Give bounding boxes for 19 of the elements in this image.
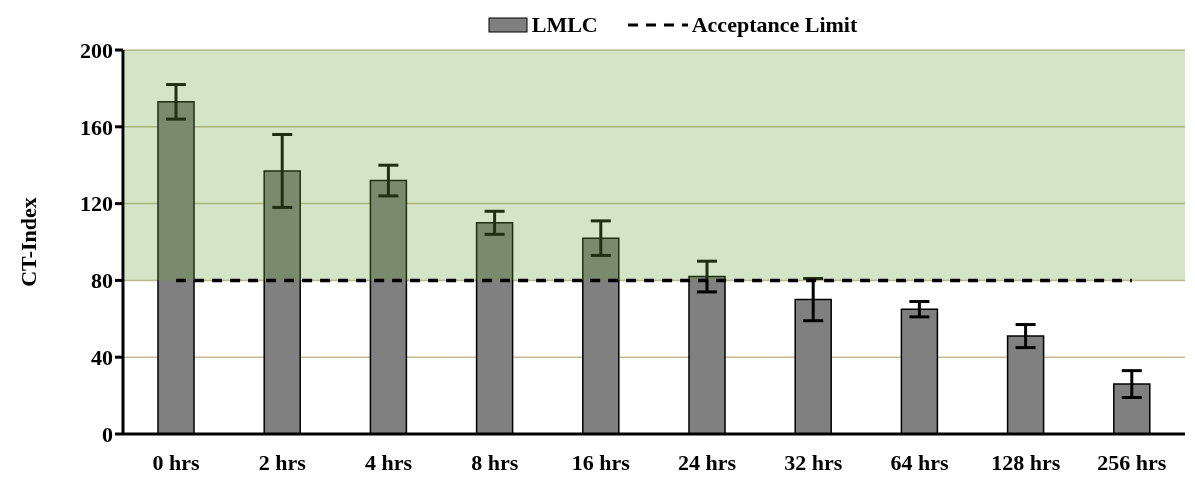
legend-label: Acceptance Limit <box>691 12 858 38</box>
y-tick-label: 120 <box>80 191 113 217</box>
y-axis-title: CT-Index <box>15 197 41 287</box>
x-tick-label: 256 hrs <box>1097 449 1167 475</box>
x-tick-label: 128 hrs <box>991 449 1061 475</box>
x-tick-label: 24 hrs <box>678 449 737 475</box>
y-tick-label: 0 <box>102 421 113 447</box>
x-tick-label: 16 hrs <box>571 449 631 475</box>
y-tick-label: 80 <box>91 268 113 294</box>
x-tick-label: 32 hrs <box>784 449 843 475</box>
x-tick-label: 4 hrs <box>364 449 413 475</box>
y-tick-label: 40 <box>91 345 113 371</box>
y-tick-label: 160 <box>80 114 113 140</box>
x-tick-label: 2 hrs <box>258 449 307 475</box>
x-tick-label: 8 hrs <box>471 449 519 475</box>
y-tick-label: 200 <box>80 37 113 63</box>
x-tick-label: 0 hrs <box>152 449 201 475</box>
x-tick-label: 64 hrs <box>890 449 949 475</box>
legend-label: LMLC <box>531 12 598 38</box>
